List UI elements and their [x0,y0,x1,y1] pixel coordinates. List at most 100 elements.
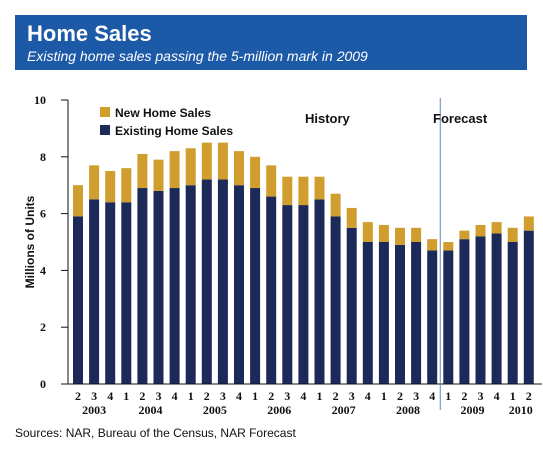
bar-new-home-sales [169,151,180,189]
bar-existing-home-sales [89,199,100,384]
x-tick-label: 2 [204,389,210,403]
bar-new-home-sales [217,142,228,180]
bar-new-home-sales [330,193,341,217]
x-tick-label: 2 [461,389,467,403]
y-axis-label: Millions of Units [23,195,37,288]
bar-new-home-sales [298,176,309,206]
y-tick-label: 4 [40,263,46,277]
x-tick-label: 2 [268,389,274,403]
bar-existing-home-sales [266,196,277,384]
bar-existing-home-sales [105,202,116,384]
x-tick-label: 2 [75,389,81,403]
chart-title: Home Sales [27,21,152,46]
bar-new-home-sales [314,176,325,200]
title-banner: Home Sales Existing home sales passing t… [15,15,527,70]
bar-new-home-sales [282,176,293,206]
bar-new-home-sales [491,222,502,234]
year-label: 2004 [138,403,162,417]
bar-existing-home-sales [121,202,132,384]
bar-existing-home-sales [234,185,244,384]
chart-subtitle: Existing home sales passing the 5-millio… [27,48,368,64]
x-tick-label: 1 [123,389,129,403]
bar-existing-home-sales [169,188,180,384]
bar-existing-home-sales [362,242,373,384]
bar-new-home-sales [105,171,116,203]
x-tick-label: 3 [91,389,97,403]
bar-existing-home-sales [282,205,293,384]
x-tick-label: 2 [139,389,145,403]
x-tick-label: 3 [284,389,290,403]
legend-label-new-home-sales: New Home Sales [115,106,211,120]
bar-new-home-sales [475,224,486,237]
forecast-annotation: Forecast [433,111,488,126]
bar-new-home-sales [378,224,389,242]
bar-existing-home-sales [201,179,212,384]
bar-existing-home-sales [153,190,164,384]
x-tick-label: 2 [333,389,339,403]
bar-existing-home-sales [427,250,438,384]
bar-new-home-sales [185,148,196,186]
bar-new-home-sales [234,151,244,186]
x-tick-label: 1 [445,389,451,403]
bar-existing-home-sales [411,242,422,384]
bar-new-home-sales [507,227,518,242]
source-note: Sources: NAR, Bureau of the Census, NAR … [15,426,296,440]
bar-existing-home-sales [250,188,261,384]
x-tick-label: 1 [188,389,194,403]
year-label: 2006 [267,403,291,417]
x-tick-label: 1 [317,389,323,403]
x-tick-label: 1 [510,389,516,403]
year-label: 2009 [460,403,484,417]
y-tick-label: 10 [34,93,46,107]
bar-existing-home-sales [185,185,196,384]
bar-existing-home-sales [523,230,534,384]
bar-new-home-sales [395,227,405,245]
legend-label-existing-home-sales: Existing Home Sales [115,124,233,138]
bar-new-home-sales [250,156,261,189]
bar-new-home-sales [89,165,100,200]
x-tick-label: 4 [494,389,500,403]
bar-existing-home-sales [507,242,518,384]
x-tick-label: 3 [349,389,355,403]
bar-new-home-sales [459,230,470,240]
bar-existing-home-sales [459,239,470,384]
year-label: 2007 [332,403,356,417]
x-tick-label: 4 [429,389,435,403]
legend-swatch-existing-home-sales [100,125,110,135]
bar-existing-home-sales [314,199,325,384]
x-tick-label: 1 [381,389,387,403]
bar-existing-home-sales [491,233,502,384]
bar-existing-home-sales [330,216,341,384]
bar-new-home-sales [346,207,357,228]
bar-existing-home-sales [346,227,357,384]
bar-existing-home-sales [395,244,405,384]
bar-new-home-sales [411,227,422,242]
bar-new-home-sales [73,185,83,217]
year-label: 2003 [82,403,106,417]
bar-new-home-sales [427,239,438,251]
bar-existing-home-sales [217,179,228,384]
bar-new-home-sales [121,168,132,203]
bar-new-home-sales [137,153,148,189]
bar-existing-home-sales [298,205,309,384]
bar-new-home-sales [201,142,212,180]
bar-new-home-sales [443,242,454,251]
x-tick-label: 4 [172,389,178,403]
year-label: 2008 [396,403,420,417]
year-label: 2005 [203,403,227,417]
x-tick-label: 2 [397,389,403,403]
legend: New Home Sales Existing Home Sales [100,106,233,138]
x-tick-label: 3 [220,389,226,403]
bar-existing-home-sales [73,216,83,384]
x-tick-label: 4 [236,389,242,403]
y-tick-label: 6 [40,207,46,221]
y-tick-label: 2 [40,320,46,334]
year-label: 2010 [509,403,533,417]
bar-new-home-sales [523,216,534,231]
x-tick-label: 3 [156,389,162,403]
x-tick-label: 4 [300,389,306,403]
bar-existing-home-sales [378,242,389,384]
